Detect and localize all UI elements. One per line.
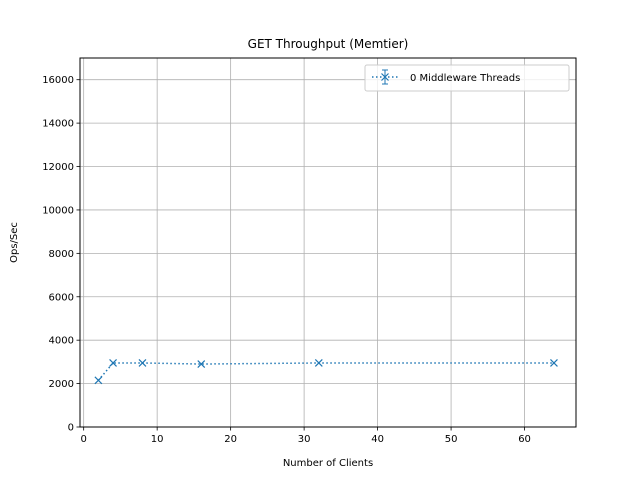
y-tick-label: 14000 [42, 119, 74, 130]
legend: 0 Middleware Threads [364, 64, 570, 92]
y-tick-label: 8000 [49, 249, 74, 260]
x-axis-label: Number of Clients [283, 458, 373, 469]
data-point-marker [550, 359, 558, 367]
axis-ticks: 0 10 20 30 40 50 60 0 2000 4000 6000 8000 10000 12000… [42, 75, 531, 445]
x-tick-label: 0 [80, 434, 86, 445]
y-tick-label: 4000 [49, 336, 74, 347]
y-tick-label: 2000 [49, 379, 74, 390]
y-axis-label: Ops/Sec [9, 222, 20, 263]
x-tick-label: 20 [224, 434, 237, 445]
x-tick-label: 10 [151, 434, 164, 445]
x-tick-label: 60 [518, 434, 531, 445]
legend-frame [364, 64, 570, 92]
y-tick-label: 10000 [42, 205, 74, 216]
x-tick-label: 30 [298, 434, 311, 445]
grid-lines [80, 58, 576, 428]
legend-marker-x [381, 73, 389, 81]
series-line [97, 362, 554, 381]
chart-title: GET Throughput (Memtier) [248, 37, 409, 51]
series-layer [94, 359, 558, 385]
plot-frame [79, 57, 577, 428]
x-tick-label: 50 [445, 434, 458, 445]
data-point-marker [94, 376, 103, 385]
y-tick-label: 12000 [42, 162, 74, 173]
data-point-marker [314, 359, 323, 367]
y-tick-label: 0 [68, 423, 74, 434]
data-point-marker [109, 359, 117, 367]
y-tick-label: 16000 [42, 75, 74, 86]
x-tick-label: 40 [371, 434, 384, 445]
data-point-marker [138, 359, 147, 367]
y-tick-label: 6000 [49, 292, 74, 303]
data-point-marker [197, 360, 206, 368]
legend-label: 0 Middleware Threads [410, 73, 520, 84]
legend-marker [372, 69, 398, 85]
